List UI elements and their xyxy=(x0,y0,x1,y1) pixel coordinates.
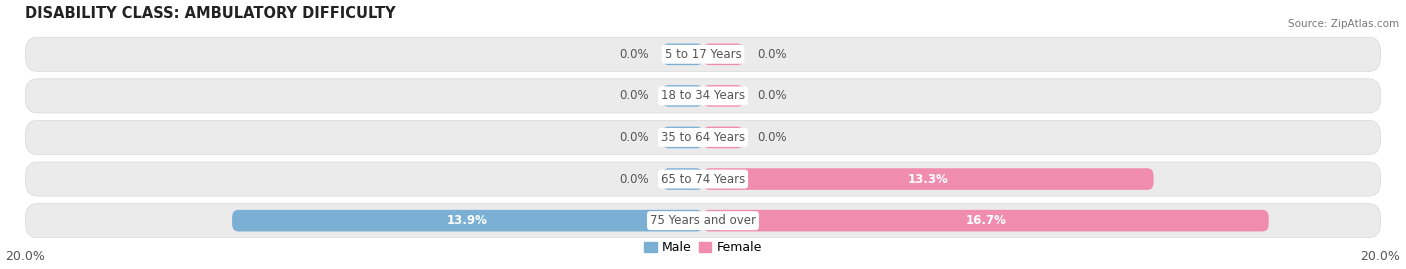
Text: 0.0%: 0.0% xyxy=(619,172,648,186)
Text: 65 to 74 Years: 65 to 74 Years xyxy=(661,172,745,186)
Text: 13.9%: 13.9% xyxy=(447,214,488,227)
FancyBboxPatch shape xyxy=(703,210,1268,231)
Text: 5 to 17 Years: 5 to 17 Years xyxy=(665,48,741,61)
Text: 35 to 64 Years: 35 to 64 Years xyxy=(661,131,745,144)
Text: 0.0%: 0.0% xyxy=(758,131,787,144)
Text: 16.7%: 16.7% xyxy=(966,214,1007,227)
FancyBboxPatch shape xyxy=(25,162,1381,196)
Text: 0.0%: 0.0% xyxy=(758,48,787,61)
Text: DISABILITY CLASS: AMBULATORY DIFFICULTY: DISABILITY CLASS: AMBULATORY DIFFICULTY xyxy=(25,6,396,20)
Text: Source: ZipAtlas.com: Source: ZipAtlas.com xyxy=(1288,19,1399,29)
FancyBboxPatch shape xyxy=(703,44,744,65)
FancyBboxPatch shape xyxy=(662,85,703,107)
Text: 18 to 34 Years: 18 to 34 Years xyxy=(661,89,745,102)
Text: 0.0%: 0.0% xyxy=(758,89,787,102)
FancyBboxPatch shape xyxy=(25,79,1381,113)
Text: 75 Years and over: 75 Years and over xyxy=(650,214,756,227)
Text: 0.0%: 0.0% xyxy=(619,48,648,61)
FancyBboxPatch shape xyxy=(662,127,703,148)
FancyBboxPatch shape xyxy=(703,85,744,107)
FancyBboxPatch shape xyxy=(25,121,1381,154)
Text: 13.3%: 13.3% xyxy=(908,172,949,186)
FancyBboxPatch shape xyxy=(662,44,703,65)
FancyBboxPatch shape xyxy=(662,168,703,190)
Text: 0.0%: 0.0% xyxy=(619,131,648,144)
Legend: Male, Female: Male, Female xyxy=(640,236,766,259)
Text: 0.0%: 0.0% xyxy=(619,89,648,102)
FancyBboxPatch shape xyxy=(703,127,744,148)
FancyBboxPatch shape xyxy=(703,168,1153,190)
FancyBboxPatch shape xyxy=(25,204,1381,238)
FancyBboxPatch shape xyxy=(25,37,1381,71)
FancyBboxPatch shape xyxy=(232,210,703,231)
